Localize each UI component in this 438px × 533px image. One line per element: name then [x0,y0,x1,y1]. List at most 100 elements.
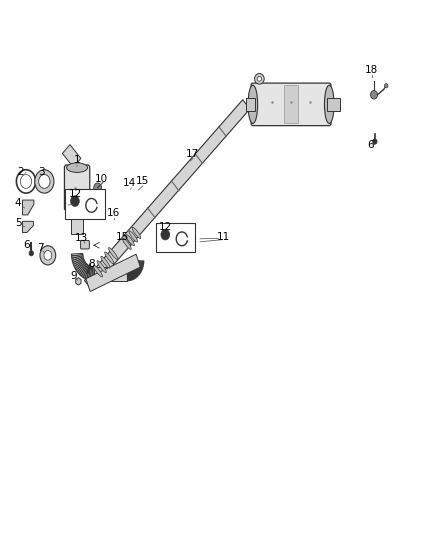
Polygon shape [72,257,84,262]
Ellipse shape [132,227,141,238]
Polygon shape [71,255,83,258]
Polygon shape [79,263,87,275]
Text: 11: 11 [217,232,230,242]
Circle shape [385,84,388,88]
Text: 9: 9 [71,271,78,280]
Circle shape [94,183,102,192]
Text: 16: 16 [107,208,120,219]
Polygon shape [86,254,140,292]
Polygon shape [130,266,136,278]
Polygon shape [131,264,140,274]
Ellipse shape [254,74,264,84]
Polygon shape [83,265,89,278]
Ellipse shape [129,231,138,242]
Polygon shape [74,259,84,266]
Circle shape [39,174,50,188]
Text: 12: 12 [69,189,82,199]
Ellipse shape [123,238,131,249]
Circle shape [29,251,33,256]
Polygon shape [132,262,143,267]
Polygon shape [132,261,144,265]
Text: 6: 6 [367,140,374,150]
Polygon shape [71,254,83,256]
Ellipse shape [248,85,258,124]
Ellipse shape [325,85,334,124]
Polygon shape [85,100,250,290]
Text: 5: 5 [15,218,21,228]
Polygon shape [90,267,93,281]
Polygon shape [131,265,138,277]
Text: 3: 3 [38,167,45,177]
Polygon shape [76,262,86,272]
Polygon shape [131,264,141,273]
Text: 4: 4 [15,198,21,208]
FancyBboxPatch shape [251,83,331,126]
Polygon shape [131,265,139,276]
Text: 15: 15 [116,232,129,243]
Polygon shape [71,205,83,233]
Polygon shape [88,266,92,280]
Polygon shape [92,267,94,281]
Polygon shape [87,266,91,280]
Circle shape [20,174,32,188]
Ellipse shape [109,247,118,260]
Polygon shape [82,265,89,278]
Polygon shape [131,263,142,271]
Text: 10: 10 [95,174,108,184]
Ellipse shape [126,235,134,246]
Circle shape [86,270,90,274]
Text: 6: 6 [24,240,30,250]
Text: 8: 8 [88,260,95,269]
Ellipse shape [67,203,88,213]
Text: 15: 15 [136,176,149,187]
FancyBboxPatch shape [81,240,89,249]
Text: 18: 18 [364,65,378,75]
Polygon shape [327,98,340,111]
Polygon shape [132,262,143,269]
Text: 12: 12 [159,222,173,232]
Polygon shape [73,258,84,264]
Polygon shape [132,261,144,264]
Text: 1: 1 [73,155,80,165]
Ellipse shape [67,163,88,172]
Polygon shape [75,261,85,270]
Ellipse shape [93,265,102,277]
FancyBboxPatch shape [285,85,297,124]
Polygon shape [128,266,132,280]
Polygon shape [22,221,33,232]
Polygon shape [129,266,135,279]
Polygon shape [85,266,90,279]
Polygon shape [127,267,130,281]
Polygon shape [76,278,81,285]
Circle shape [371,91,378,99]
Circle shape [373,139,377,144]
Ellipse shape [97,261,106,272]
Circle shape [71,196,79,206]
Text: 2: 2 [17,167,24,177]
Polygon shape [132,263,142,270]
Ellipse shape [105,252,114,264]
Polygon shape [94,267,127,281]
Polygon shape [128,267,131,280]
Circle shape [16,169,35,193]
Polygon shape [130,265,138,277]
Ellipse shape [101,256,110,268]
Polygon shape [22,200,34,215]
Circle shape [161,229,170,240]
Text: 17: 17 [186,149,199,159]
Polygon shape [133,260,144,262]
FancyBboxPatch shape [64,165,90,211]
Circle shape [40,246,56,265]
Bar [155,223,195,252]
Text: 7: 7 [38,244,44,253]
Text: 13: 13 [75,233,88,244]
Polygon shape [62,144,81,167]
Polygon shape [246,98,255,111]
Polygon shape [127,267,128,281]
Ellipse shape [257,76,261,81]
Circle shape [44,251,52,260]
Text: 14: 14 [124,177,137,188]
Polygon shape [129,266,134,280]
Polygon shape [78,263,86,273]
Bar [65,189,105,219]
